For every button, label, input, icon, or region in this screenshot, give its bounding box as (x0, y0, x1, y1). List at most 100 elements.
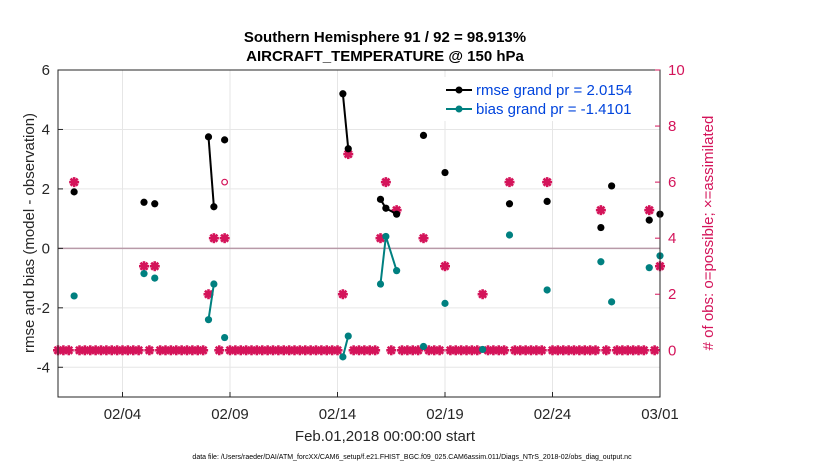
obs-assimilated-marker (208, 233, 219, 244)
bias-point (543, 286, 551, 294)
obs-assimilated-stroke (601, 345, 611, 355)
legend-bias-label: bias grand pr = -1.4101 (476, 101, 632, 118)
obs-count-markers (53, 93, 665, 356)
bias-point (608, 298, 616, 306)
rmse-point (645, 216, 653, 224)
y-tick-label: 2 (42, 181, 50, 198)
obs-assimilated-marker (69, 177, 80, 188)
obs-assimilated-marker (386, 345, 397, 356)
obs-assimilated-marker (139, 261, 149, 272)
obs-assimilated-marker (219, 233, 230, 244)
obs-assimilated-marker (198, 345, 209, 356)
obs-assimilated-marker (370, 345, 381, 356)
y-tick-label: 0 (42, 240, 50, 257)
obs-assimilated-marker (337, 289, 348, 300)
obs-assimilated-marker (504, 177, 515, 188)
obs-assimilated-stroke (639, 345, 649, 355)
rmse-point (419, 131, 428, 139)
y-axis-label: rmse and bias (model - observation) (21, 113, 38, 353)
chart-title: Southern Hemisphere 91 / 92 = 98.913% (244, 29, 526, 46)
obs-assimilated-stroke (505, 177, 514, 187)
bias-point (597, 258, 605, 266)
obs-assimilated-stroke (333, 345, 342, 355)
y-axis-right-label: # of obs: o=possible; ×=assimilated (700, 116, 717, 351)
x-tick-label: 02/14 (319, 406, 357, 423)
rmse-point (376, 195, 385, 203)
obs-assimilated-stroke (650, 345, 660, 355)
obs-assimilated-marker (499, 345, 510, 356)
obs-assimilated-stroke (198, 345, 208, 355)
bias-point (210, 280, 218, 288)
obs-assimilated-marker (332, 345, 343, 356)
bias-point (479, 345, 487, 354)
obs-assimilated-stroke (150, 261, 160, 271)
rmse-point (70, 188, 78, 196)
y-right-tick-label: 2 (668, 286, 676, 303)
obs-assimilated-stroke (542, 177, 552, 187)
obs-assimilated-stroke (419, 233, 428, 243)
plot-frame (57, 69, 661, 398)
rmse-point (221, 136, 229, 144)
obs-assimilated-stroke (440, 261, 450, 271)
x-axis-label: Feb.01,2018 00:00:00 start (295, 428, 476, 445)
obs-assimilated-stroke (370, 345, 380, 355)
rmse-point (608, 182, 616, 190)
rmse-line (341, 93, 350, 149)
legend-bias-marker (455, 105, 463, 113)
bias-point (70, 292, 78, 300)
data-file-footer: data file: /Users/raeder/DAI/ATM_forcXX/… (192, 454, 632, 461)
obs-assimilated-stroke (591, 345, 600, 355)
bias-point (441, 299, 449, 307)
obs-assimilated-stroke (64, 345, 74, 355)
obs-assimilated-marker (536, 345, 547, 356)
y-tick-label: 6 (42, 62, 50, 79)
legend-rmse-label: rmse grand pr = 2.0154 (476, 82, 632, 99)
obs-assimilated-stroke (134, 345, 144, 355)
bias-point (393, 267, 401, 275)
obs-assimilated-marker (434, 345, 445, 356)
obs-assimilated-stroke (139, 261, 149, 271)
obs-assimilated-marker (144, 345, 155, 356)
x-tick-label: 02/04 (104, 406, 142, 423)
rmse-point (204, 133, 213, 141)
obs-assimilated-stroke (386, 345, 396, 355)
rmse-point (339, 90, 347, 98)
rmse-point (344, 145, 352, 153)
bias-point (505, 231, 514, 239)
bias-point (645, 264, 653, 272)
obs-assimilated-stroke (214, 345, 224, 355)
obs-assimilated-marker (418, 233, 429, 244)
obs-assimilated-stroke (144, 345, 154, 355)
x-tick-label: 03/01 (641, 406, 679, 423)
obs-assimilated-stroke (499, 345, 509, 355)
obs-assimilated-marker (601, 345, 612, 356)
y-tick-label: 4 (42, 121, 50, 138)
obs-assimilated-marker (477, 289, 488, 300)
bias-line (379, 236, 398, 285)
chart-subtitle: AIRCRAFT_TEMPERATURE @ 150 hPa (246, 48, 524, 65)
obs-assimilated-marker (440, 261, 450, 272)
y-right-tick-label: 8 (668, 118, 676, 135)
x-tick-label: 02/09 (211, 406, 249, 423)
legend-background (442, 77, 642, 121)
y-right-tick-label: 4 (668, 230, 676, 247)
obs-assimilated-stroke (343, 149, 353, 159)
rmse-point (597, 223, 605, 232)
bias-point (140, 270, 148, 278)
obs-assimilated-marker (63, 345, 74, 356)
y-right-tick-label: 6 (668, 174, 676, 191)
obs-assimilated-marker (638, 345, 649, 356)
obs-assimilated-marker (590, 345, 601, 356)
obs-assimilated-stroke (435, 345, 445, 355)
rmse-point (210, 203, 218, 211)
x-tick-label: 02/19 (426, 406, 464, 423)
y-right-tick-label: 0 (668, 342, 676, 359)
axes: 02/04 02/09 02/14 02/19 02/24 03/01 -4 -2 0 2 4 6 0 2… (37, 62, 685, 423)
obs-assimilated-stroke (209, 233, 219, 243)
rmse-point (382, 204, 390, 212)
bias-point (151, 274, 159, 282)
bias-point (419, 342, 428, 351)
obs-assimilated-marker (203, 289, 214, 300)
rmse-point (505, 200, 514, 208)
rmse-point (140, 198, 148, 206)
